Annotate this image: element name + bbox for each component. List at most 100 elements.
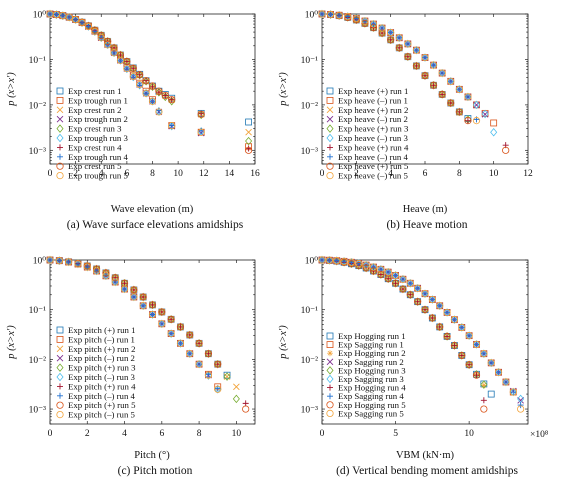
data-point xyxy=(205,350,212,357)
x-axis-label: Wave elevation (m) xyxy=(111,204,194,215)
data-point xyxy=(158,307,166,317)
data-point xyxy=(444,333,451,340)
data-point xyxy=(195,339,203,347)
data-point xyxy=(480,382,487,389)
data-point xyxy=(456,108,463,115)
data-point xyxy=(465,332,473,340)
data-point xyxy=(245,136,253,146)
data-point xyxy=(362,264,370,272)
data-point xyxy=(487,390,495,398)
data-point xyxy=(130,286,138,294)
data-point xyxy=(472,371,481,379)
data-point xyxy=(480,350,488,358)
legend-marker xyxy=(57,153,63,160)
data-point xyxy=(352,14,360,23)
legend-label: Exp pitch (–) run 1 xyxy=(68,334,135,344)
x-axis-label: Pitch (°) xyxy=(134,450,170,461)
legend-label: Exp Hogging run 4 xyxy=(338,383,406,393)
chart-panel-1: 0 2 4 6 8 10 12 14 16 10⁻³ 10⁻² 10⁻¹ 10⁰ Wave elevati… xyxy=(6,9,260,231)
data-point xyxy=(361,17,369,25)
data-point xyxy=(139,293,147,301)
data-point xyxy=(429,296,436,303)
legend-item: Exp Hogging run 2 xyxy=(327,348,406,358)
data-point xyxy=(412,46,421,54)
data-point xyxy=(123,65,130,72)
data-point xyxy=(162,92,169,99)
data-point xyxy=(149,301,156,308)
data-point xyxy=(428,295,436,304)
data-point xyxy=(148,82,157,90)
data-point xyxy=(111,277,119,287)
data-point xyxy=(333,257,341,265)
data-point xyxy=(318,255,326,265)
data-point xyxy=(129,64,137,73)
data-point xyxy=(473,341,480,348)
legend-item: Exp Hogging run 4 xyxy=(327,383,406,393)
data-point xyxy=(92,265,101,273)
data-point xyxy=(136,80,144,89)
data-point xyxy=(384,268,392,276)
data-point xyxy=(326,10,335,18)
data-point xyxy=(458,351,466,360)
data-point xyxy=(384,274,392,283)
legend-item: Exp trough run 5 xyxy=(56,171,128,181)
data-point xyxy=(455,107,463,117)
x-tick-label: 8 xyxy=(150,169,155,179)
x-tick-label: 10 xyxy=(464,429,474,439)
data-point xyxy=(136,71,143,78)
legend-marker xyxy=(56,372,64,382)
data-point xyxy=(369,24,378,32)
data-point xyxy=(439,91,446,98)
legend-marker xyxy=(56,335,64,343)
data-point xyxy=(412,45,420,55)
data-point xyxy=(195,360,203,368)
legend-item: Exp trough run 4 xyxy=(57,152,128,162)
data-point xyxy=(65,258,73,266)
legend-marker xyxy=(326,358,334,366)
data-point xyxy=(318,10,326,18)
legend-label: Exp heave (+) run 3 xyxy=(338,124,409,134)
data-point xyxy=(392,271,400,280)
data-point xyxy=(395,44,403,52)
x-tick-label: 0 xyxy=(48,169,53,179)
data-point xyxy=(362,261,370,269)
data-point xyxy=(130,286,137,293)
legend-marker xyxy=(56,115,64,123)
data-point xyxy=(176,339,184,348)
legend-label: Exp pitch (+) run 2 xyxy=(68,344,136,354)
legend-item: Exp heave (–) run 5 xyxy=(326,171,408,181)
x-tick-label: 10 xyxy=(489,169,499,179)
x-tick-label: 8 xyxy=(197,429,202,439)
data-point xyxy=(451,316,458,323)
data-point xyxy=(318,256,326,264)
y-tick-label: 10⁻² xyxy=(301,356,319,366)
legend-marker xyxy=(56,401,64,409)
data-point xyxy=(148,300,157,310)
data-point xyxy=(242,405,250,413)
y-tick-label: 10⁰ xyxy=(305,11,319,21)
y-axis: 10⁻³ 10⁻² 10⁻¹ 10⁰ xyxy=(301,257,528,425)
legend-item: Exp heave (–) run 4 xyxy=(327,152,408,162)
data-point xyxy=(46,256,54,264)
data-point xyxy=(102,269,110,277)
data-point xyxy=(480,397,487,404)
data-point xyxy=(142,89,150,97)
data-point xyxy=(204,350,213,358)
legend-item: Exp trough run 1 xyxy=(56,95,128,105)
data-point xyxy=(129,72,137,81)
legend-marker xyxy=(326,133,334,143)
legend-item: Exp heave (+) run 2 xyxy=(326,105,408,115)
legend-label: Exp pitch (–) run 4 xyxy=(68,391,136,401)
panel-caption: (d) Vertical bending moment amidships xyxy=(336,465,518,477)
data-point xyxy=(110,49,118,57)
data-point xyxy=(399,285,407,293)
data-point xyxy=(168,122,175,129)
legend-marker xyxy=(56,172,64,180)
data-point xyxy=(422,72,428,79)
data-point xyxy=(414,284,422,293)
data-point xyxy=(413,47,420,54)
plot-frame xyxy=(49,259,256,425)
data-point xyxy=(490,128,498,137)
